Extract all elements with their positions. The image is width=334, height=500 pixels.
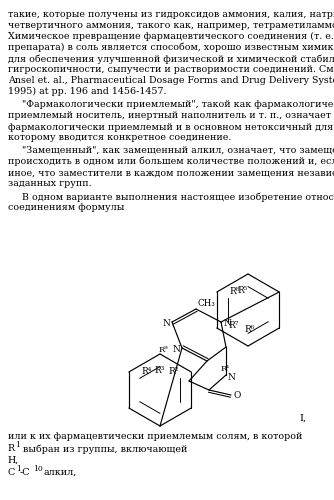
Text: В одном варианте выполнения настоящее изобретение относится к: В одном варианте выполнения настоящее из… (22, 192, 334, 202)
Text: препарата) в соль является способом, хорошо известным химикам-фармацевтам: препарата) в соль является способом, хор… (8, 43, 334, 52)
Text: I,: I, (299, 414, 306, 422)
Text: приемлемый носитель, инертный наполнитель и т. п., означает: приемлемый носитель, инертный наполнител… (8, 111, 331, 120)
Text: R⁴: R⁴ (142, 366, 152, 376)
Text: Химическое превращение фармацевтического соединения (т. е. лекарственного: Химическое превращение фармацевтического… (8, 32, 334, 41)
Text: С: С (8, 468, 15, 477)
Text: R³: R³ (155, 366, 165, 375)
Text: 1: 1 (15, 441, 20, 449)
Text: Н,: Н, (8, 456, 19, 465)
Text: соединениям формулы: соединениям формулы (8, 203, 124, 212)
Text: гигроскопичности, сыпучести и растворимости соединений. См., например, H.: гигроскопичности, сыпучести и растворимо… (8, 65, 334, 74)
Text: 10: 10 (33, 465, 43, 473)
Text: R¹: R¹ (220, 365, 230, 373)
Text: N: N (223, 320, 231, 328)
Text: заданных групп.: заданных групп. (8, 179, 92, 188)
Text: происходить в одном или большем количестве положений и, если не указано: происходить в одном или большем количест… (8, 157, 334, 166)
Text: CH₃: CH₃ (197, 299, 215, 308)
Text: O: O (234, 392, 241, 400)
Text: четвертичного аммония, такого как, например, тетраметиламмонийгидроксид.: четвертичного аммония, такого как, напри… (8, 21, 334, 30)
Text: иное, что заместители в каждом положении замещения независимо выбраны из: иное, что заместители в каждом положении… (8, 168, 334, 177)
Text: "Фармакологически приемлемый", такой как фармакологически: "Фармакологически приемлемый", такой как… (22, 100, 334, 109)
Text: Ansel et. al., Pharmaceutical Dosage Forms and Drug Delivery Systems (6th Ed.: Ansel et. al., Pharmaceutical Dosage For… (8, 76, 334, 85)
Text: R²: R² (169, 366, 179, 376)
Text: N: N (228, 372, 236, 382)
Text: R⁵: R⁵ (238, 286, 248, 295)
Text: или к их фармацевтически приемлемым солям, в которой: или к их фармацевтически приемлемым соля… (8, 432, 302, 441)
Text: R⁸: R⁸ (230, 288, 240, 296)
Text: R⁷: R⁷ (229, 322, 239, 330)
Text: такие, которые получены из гидроксидов аммония, калия, натрия и: такие, которые получены из гидроксидов а… (8, 10, 334, 19)
Text: R⁹: R⁹ (158, 346, 168, 354)
Text: 1995) at pp. 196 and 1456-1457.: 1995) at pp. 196 and 1456-1457. (8, 87, 167, 96)
Text: 1: 1 (16, 465, 21, 473)
Text: "Замещенный", как замещенный алкил, означает, что замещение может: "Замещенный", как замещенный алкил, озна… (22, 146, 334, 155)
Text: -С: -С (20, 468, 30, 477)
Text: R⁶: R⁶ (245, 325, 255, 334)
Text: фармакологически приемлемый и в основном нетоксичный для субъекта,: фармакологически приемлемый и в основном… (8, 122, 334, 132)
Text: которому вводится конкретное соединение.: которому вводится конкретное соединение. (8, 133, 231, 142)
Text: выбран из группы, включающей: выбран из группы, включающей (20, 444, 187, 454)
Text: N: N (162, 320, 170, 328)
Text: алкил,: алкил, (44, 468, 77, 477)
Text: R: R (8, 444, 15, 453)
Text: для обеспечения улучшенной физической и химической стабильности,: для обеспечения улучшенной физической и … (8, 54, 334, 64)
Text: N: N (172, 346, 180, 354)
